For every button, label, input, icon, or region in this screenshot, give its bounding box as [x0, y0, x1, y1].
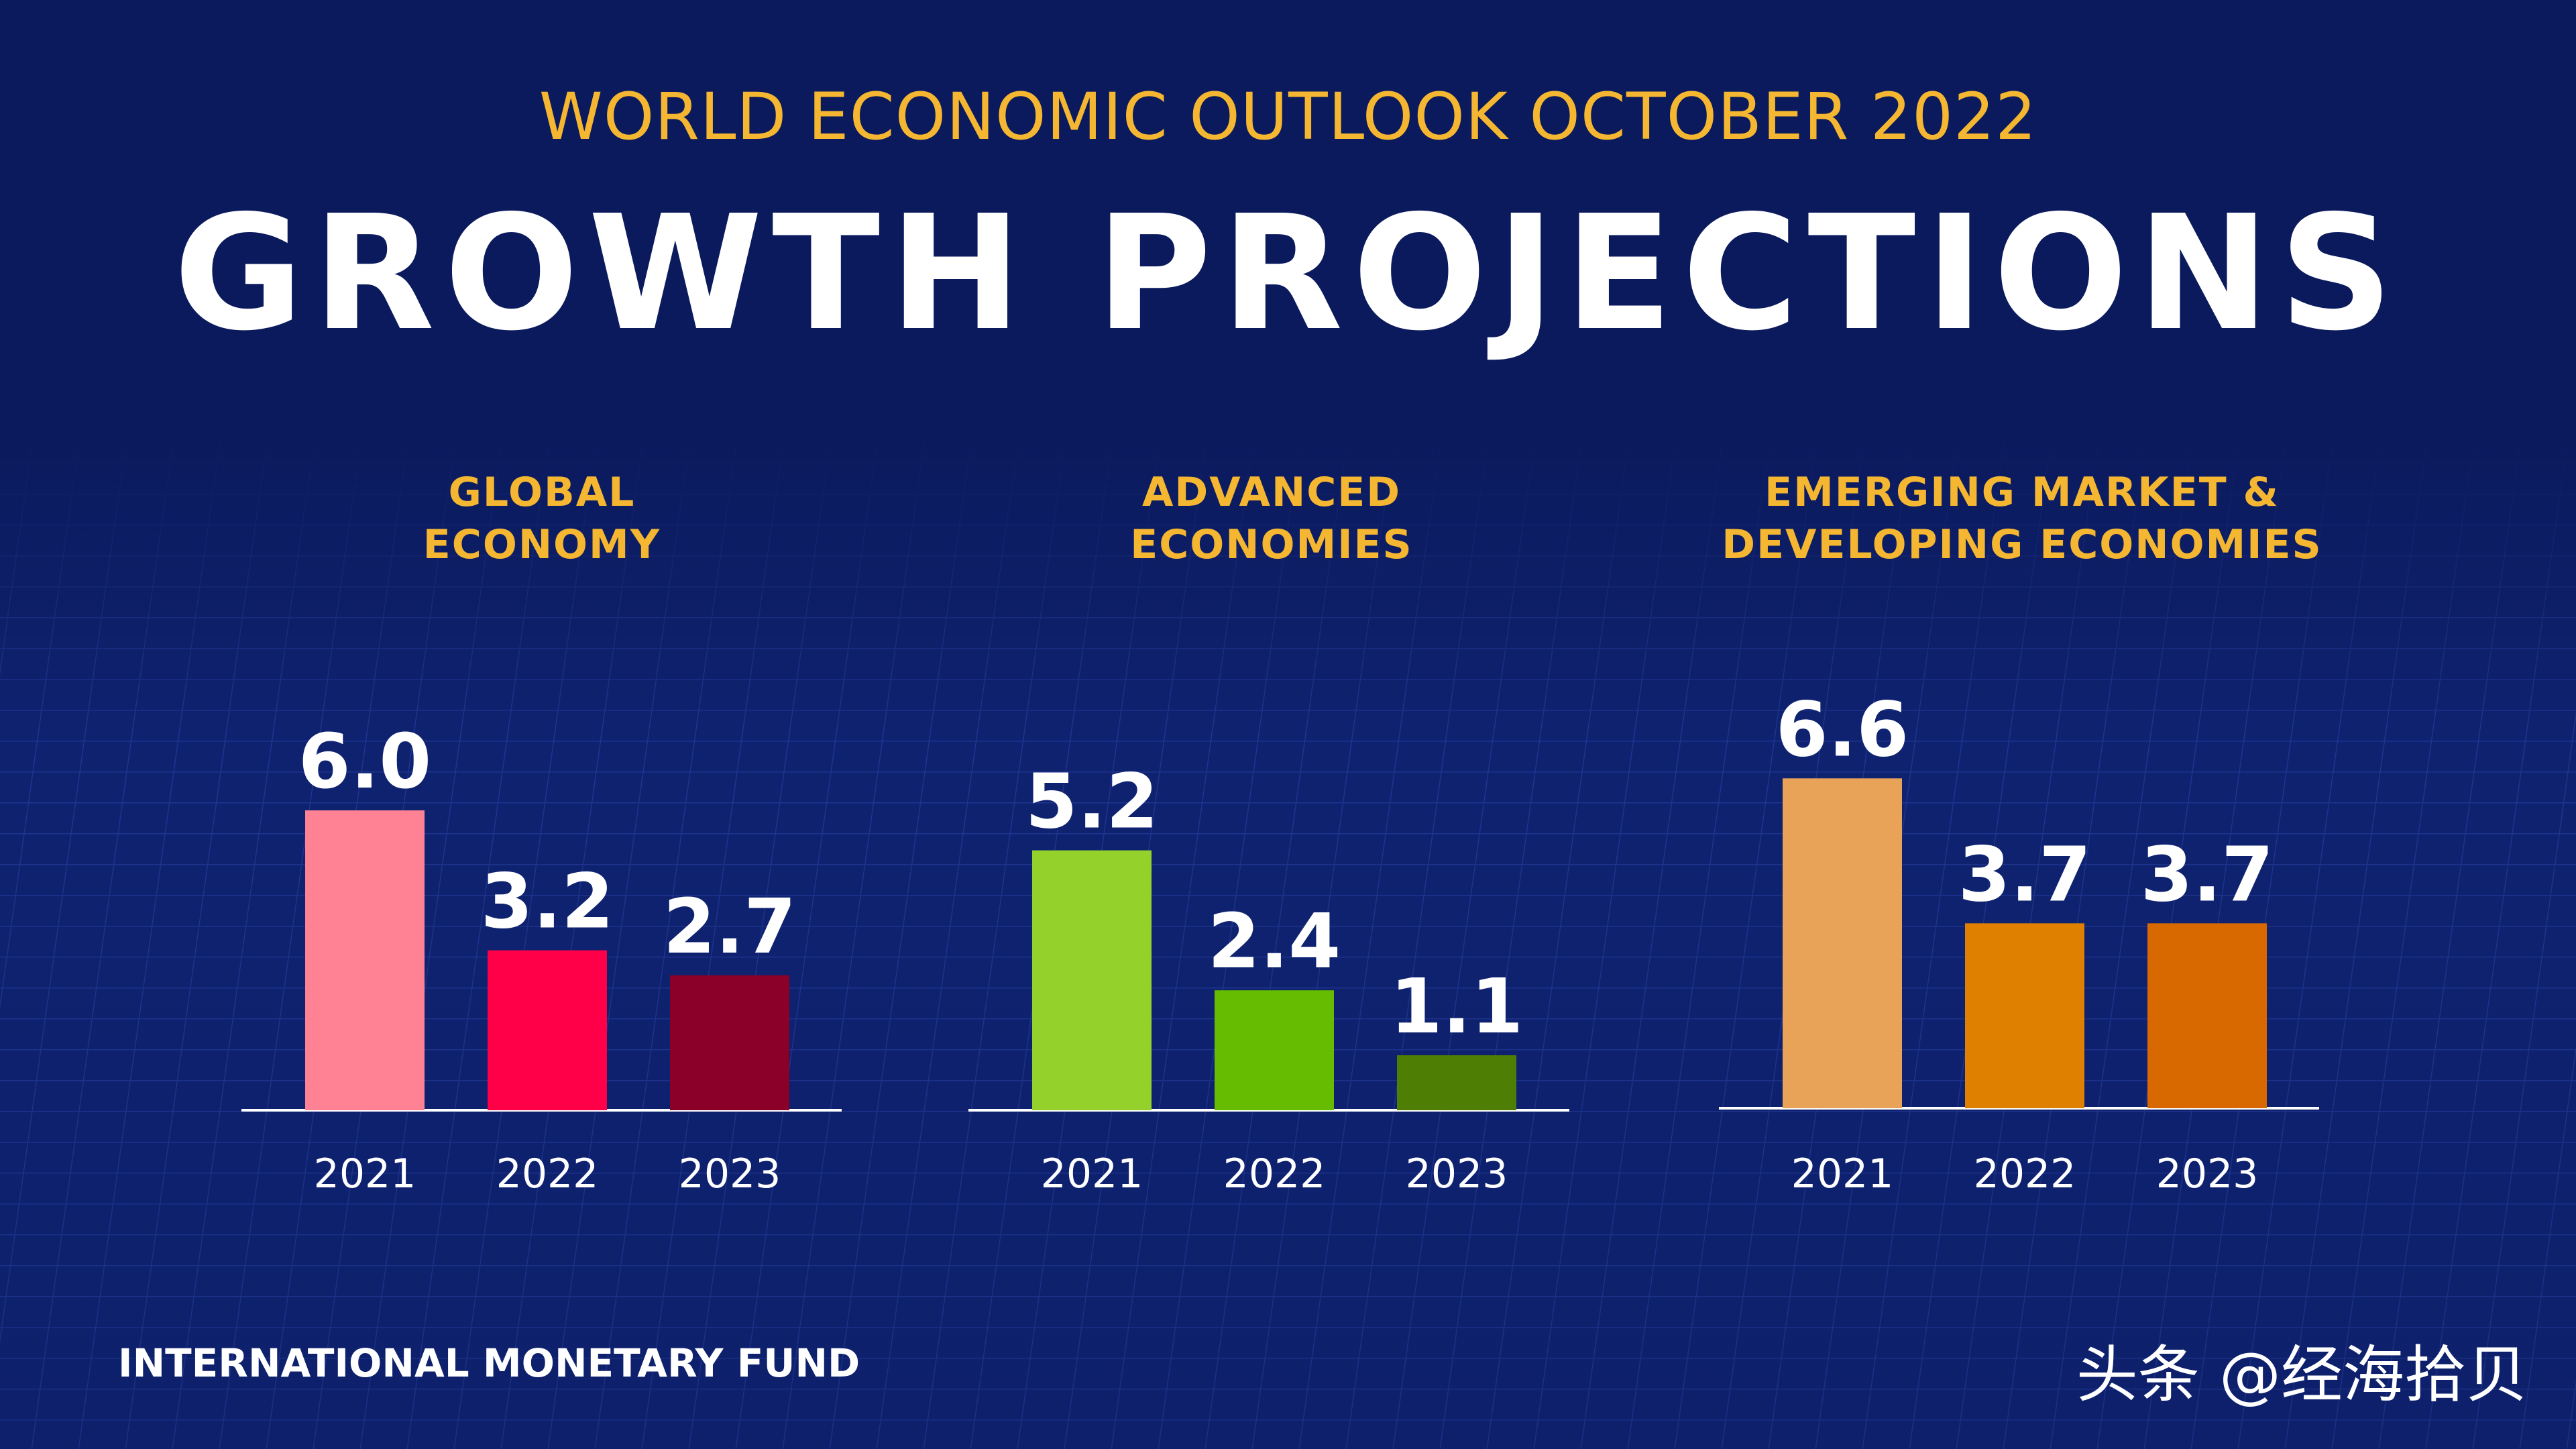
bar-2023: [2147, 923, 2267, 1108]
data-label: 3.7: [1958, 831, 2091, 918]
x-tick-label: 2022: [1974, 1150, 2076, 1197]
data-label: 2.4: [1208, 898, 1341, 985]
panel-title-line: ECONOMY: [423, 521, 661, 568]
panel-title-global: GLOBAL ECONOMY: [173, 466, 911, 571]
panel-title-line: GLOBAL: [448, 469, 636, 516]
bar-2021: [305, 810, 425, 1110]
bar-2023: [670, 975, 789, 1110]
bar-2021: [1032, 850, 1152, 1110]
bar-2022: [488, 950, 607, 1110]
panel-title-line: ADVANCED: [1141, 469, 1402, 516]
x-tick-label: 2023: [2156, 1150, 2259, 1197]
x-tick-label: 2022: [496, 1150, 599, 1197]
bar-2022: [1215, 990, 1334, 1110]
bar-2021: [1783, 778, 1902, 1108]
data-label: 2.7: [663, 883, 796, 971]
x-tick-label: 2021: [1791, 1150, 1894, 1197]
page-title: GROWTH PROJECTIONS: [173, 181, 2403, 366]
panel-title-advanced: ADVANCED ECONOMIES: [903, 466, 1640, 571]
panel-title-line: DEVELOPING ECONOMIES: [1722, 521, 2322, 568]
x-tick-label: 2023: [1406, 1150, 1508, 1197]
watermark: 头条 @经海拾贝: [2076, 1339, 2528, 1411]
data-label: 5.2: [1025, 759, 1158, 846]
data-label: 3.2: [481, 859, 614, 946]
x-tick-label: 2022: [1223, 1150, 1326, 1197]
report-subtitle: WORLD ECONOMIC OUTLOOK OCTOBER 2022: [539, 79, 2037, 154]
data-label: 6.0: [298, 718, 431, 806]
x-tick-label: 2023: [679, 1150, 781, 1197]
data-label: 1.1: [1390, 963, 1523, 1051]
panel-title-emerging: EMERGING MARKET & DEVELOPING ECONOMIES: [1653, 466, 2391, 571]
bar-2023: [1397, 1055, 1516, 1110]
data-label: 6.6: [1776, 686, 1909, 773]
bar-2022: [1965, 923, 2084, 1108]
data-label: 3.7: [2141, 831, 2274, 918]
footer-org: INTERNATIONAL MONETARY FUND: [118, 1340, 860, 1386]
panel-title-line: EMERGING MARKET &: [1765, 469, 2280, 516]
x-tick-label: 2021: [314, 1150, 416, 1197]
x-tick-label: 2021: [1041, 1150, 1143, 1197]
panel-title-line: ECONOMIES: [1130, 521, 1413, 568]
